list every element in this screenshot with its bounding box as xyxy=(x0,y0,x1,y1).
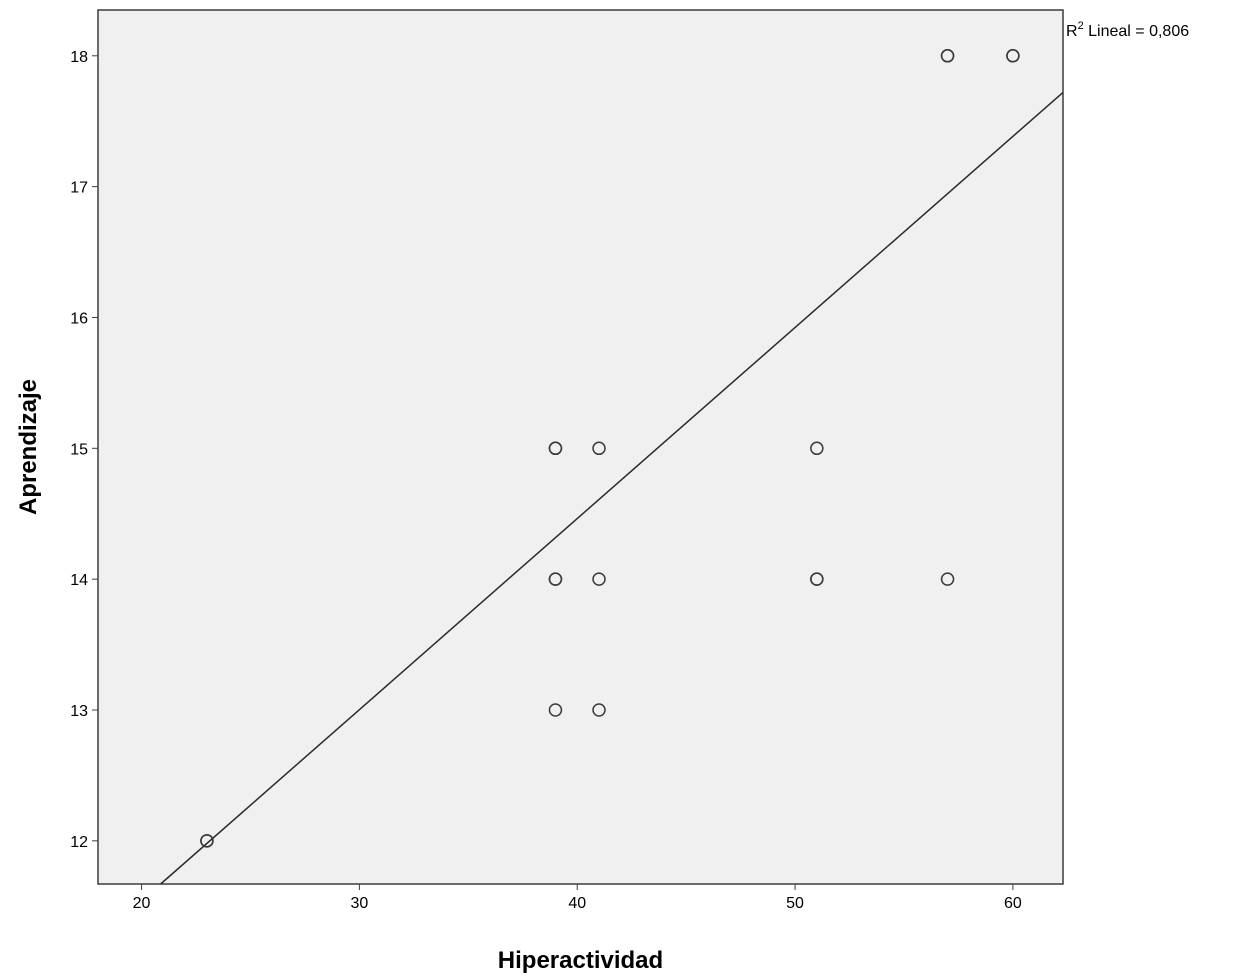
x-tick-label: 30 xyxy=(351,895,369,912)
data-point xyxy=(592,703,606,717)
data-point xyxy=(1006,49,1020,63)
data-point xyxy=(548,572,563,586)
fit-line xyxy=(160,91,1064,885)
data-point xyxy=(940,572,955,586)
plot-area xyxy=(97,9,1064,885)
x-tick-label: 20 xyxy=(133,895,151,912)
data-point xyxy=(940,49,955,63)
x-tick-label: 40 xyxy=(568,895,586,912)
y-tick-label: 13 xyxy=(70,703,88,720)
r-label: R xyxy=(1066,23,1078,40)
r-squared-annotation: R2 Lineal = 0,806 xyxy=(1066,20,1189,40)
data-point xyxy=(200,834,214,848)
x-axis-title: Hiperactividad xyxy=(498,947,663,974)
r-squared-superscript: 2 xyxy=(1078,20,1084,32)
y-axis-title: Aprendizaje xyxy=(15,379,42,515)
y-tick-label: 16 xyxy=(70,310,88,327)
r-squared-value: Lineal = 0,806 xyxy=(1084,23,1190,40)
data-point xyxy=(592,572,606,586)
data-point xyxy=(810,572,824,586)
data-points xyxy=(200,49,1020,848)
y-tick-label: 15 xyxy=(70,441,88,458)
regression-line xyxy=(160,91,1064,885)
data-point xyxy=(592,441,606,456)
data-point xyxy=(810,441,824,456)
data-point xyxy=(548,441,563,456)
x-axis: 20 30 40 50 60 xyxy=(133,884,1022,912)
y-tick-label: 14 xyxy=(70,572,88,589)
y-axis: 12 13 14 15 16 17 18 xyxy=(70,49,98,851)
data-point xyxy=(548,703,563,717)
y-tick-label: 17 xyxy=(70,180,88,197)
y-tick-label: 12 xyxy=(70,834,88,851)
y-tick-label: 18 xyxy=(70,49,88,66)
x-tick-label: 60 xyxy=(1004,895,1022,912)
x-tick-label: 50 xyxy=(786,895,804,912)
